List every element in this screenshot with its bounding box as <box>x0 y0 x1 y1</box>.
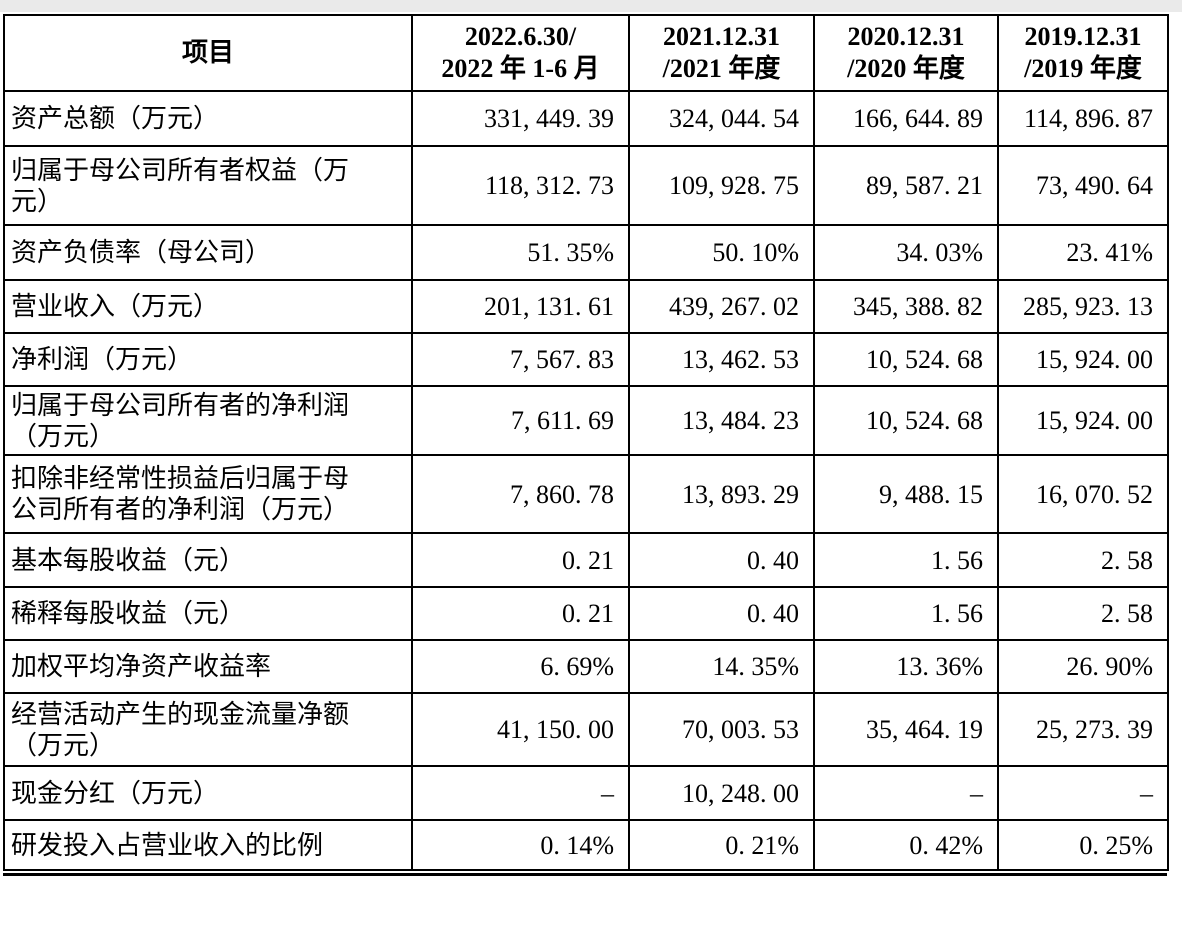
row-label: 扣除非经常性损益后归属于母 公司所有者的净利润（万元） <box>3 454 413 534</box>
column-header-2020: 2020.12.31 /2020 年度 <box>813 14 999 92</box>
cell-value: 23. 41% <box>997 224 1169 281</box>
table-bottom-double-rule <box>3 873 1167 876</box>
row-label: 资产总额（万元） <box>3 90 413 147</box>
table-row: 加权平均净资产收益率 6. 69% 14. 35% 13. 36% 26. 90% <box>3 639 1169 694</box>
column-header-2019: 2019.12.31 /2019 年度 <box>997 14 1169 92</box>
cell-value: 166, 644. 89 <box>813 90 999 147</box>
cell-value: 16, 070. 52 <box>997 454 1169 534</box>
row-label: 资产负债率（母公司） <box>3 224 413 281</box>
cell-value: – <box>997 765 1169 821</box>
cell-value: 70, 003. 53 <box>628 692 815 767</box>
cell-value: 345, 388. 82 <box>813 279 999 334</box>
cell-value: 2. 58 <box>997 532 1169 588</box>
cell-value: 50. 10% <box>628 224 815 281</box>
cell-value: 0. 42% <box>813 819 999 871</box>
table-row: 稀释每股收益（元） 0. 21 0. 40 1. 56 2. 58 <box>3 586 1169 641</box>
cell-value: 2. 58 <box>997 586 1169 641</box>
cell-value: 7, 567. 83 <box>411 332 630 387</box>
cell-value: – <box>813 765 999 821</box>
cell-value: 35, 464. 19 <box>813 692 999 767</box>
cell-value: 89, 587. 21 <box>813 145 999 226</box>
cell-value: 26. 90% <box>997 639 1169 694</box>
financial-summary-table: 项目 2022.6.30/ 2022 年 1-6 月 2021.12.31 /2… <box>3 14 1169 871</box>
table-row: 营业收入（万元） 201, 131. 61 439, 267. 02 345, 388… <box>3 279 1169 334</box>
row-label: 营业收入（万元） <box>3 279 413 334</box>
cell-value: 109, 928. 75 <box>628 145 815 226</box>
cell-value: 0. 21 <box>411 532 630 588</box>
cell-value: 13, 462. 53 <box>628 332 815 387</box>
table-row: 资产负债率（母公司） 51. 35% 50. 10% 34. 03% 23. 41% <box>3 224 1169 281</box>
column-header-2021: 2021.12.31 /2021 年度 <box>628 14 815 92</box>
row-label: 归属于母公司所有者权益（万 元） <box>3 145 413 226</box>
cell-value: 1. 56 <box>813 532 999 588</box>
financial-summary: 项目 2022.6.30/ 2022 年 1-6 月 2021.12.31 /2… <box>3 14 1169 876</box>
cell-value: 34. 03% <box>813 224 999 281</box>
cell-value: 324, 044. 54 <box>628 90 815 147</box>
cell-value: 10, 524. 68 <box>813 332 999 387</box>
cell-value: 10, 248. 00 <box>628 765 815 821</box>
cell-value: 15, 924. 00 <box>997 332 1169 387</box>
cell-value: 15, 924. 00 <box>997 385 1169 456</box>
cell-value: 13, 484. 23 <box>628 385 815 456</box>
column-header-2022h1: 2022.6.30/ 2022 年 1-6 月 <box>411 14 630 92</box>
row-label: 稀释每股收益（元） <box>3 586 413 641</box>
table-row: 资产总额（万元） 331, 449. 39 324, 044. 54 166, 644… <box>3 90 1169 147</box>
cell-value: 201, 131. 61 <box>411 279 630 334</box>
table-header: 项目 2022.6.30/ 2022 年 1-6 月 2021.12.31 /2… <box>3 14 1169 92</box>
cell-value: 0. 21 <box>411 586 630 641</box>
row-label: 归属于母公司所有者的净利润 （万元） <box>3 385 413 456</box>
cell-value: 25, 273. 39 <box>997 692 1169 767</box>
row-label: 基本每股收益（元） <box>3 532 413 588</box>
cell-value: 7, 611. 69 <box>411 385 630 456</box>
table-row: 基本每股收益（元） 0. 21 0. 40 1. 56 2. 58 <box>3 532 1169 588</box>
cell-value: – <box>411 765 630 821</box>
cell-value: 41, 150. 00 <box>411 692 630 767</box>
cell-value: 0. 14% <box>411 819 630 871</box>
row-label: 研发投入占营业收入的比例 <box>3 819 413 871</box>
cell-value: 7, 860. 78 <box>411 454 630 534</box>
cell-value: 331, 449. 39 <box>411 90 630 147</box>
table-row: 经营活动产生的现金流量净额 （万元） 41, 150. 00 70, 003. 53… <box>3 692 1169 767</box>
table-row: 研发投入占营业收入的比例 0. 14% 0. 21% 0. 42% 0. 25% <box>3 819 1169 871</box>
cell-value: 439, 267. 02 <box>628 279 815 334</box>
row-label: 加权平均净资产收益率 <box>3 639 413 694</box>
cell-value: 0. 40 <box>628 586 815 641</box>
cell-value: 73, 490. 64 <box>997 145 1169 226</box>
table-row: 归属于母公司所有者的净利润 （万元） 7, 611. 69 13, 484. 23 1… <box>3 385 1169 456</box>
table-row: 扣除非经常性损益后归属于母 公司所有者的净利润（万元） 7, 860. 78 13,… <box>3 454 1169 534</box>
cell-value: 0. 25% <box>997 819 1169 871</box>
table-body: 资产总额（万元） 331, 449. 39 324, 044. 54 166, 644… <box>3 90 1169 871</box>
cell-value: 1. 56 <box>813 586 999 641</box>
table-row: 现金分红（万元） –10, 248. 00– – <box>3 765 1169 821</box>
table-row: 净利润（万元） 7, 567. 83 13, 462. 53 10, 524. 68 1… <box>3 332 1169 387</box>
page-top-strip <box>0 0 1182 12</box>
row-label: 净利润（万元） <box>3 332 413 387</box>
cell-value: 10, 524. 68 <box>813 385 999 456</box>
cell-value: 114, 896. 87 <box>997 90 1169 147</box>
cell-value: 13, 893. 29 <box>628 454 815 534</box>
column-header-item: 项目 <box>3 14 413 92</box>
cell-value: 285, 923. 13 <box>997 279 1169 334</box>
header-row: 项目 2022.6.30/ 2022 年 1-6 月 2021.12.31 /2… <box>3 14 1169 92</box>
cell-value: 118, 312. 73 <box>411 145 630 226</box>
row-label: 经营活动产生的现金流量净额 （万元） <box>3 692 413 767</box>
cell-value: 9, 488. 15 <box>813 454 999 534</box>
cell-value: 13. 36% <box>813 639 999 694</box>
row-label: 现金分红（万元） <box>3 765 413 821</box>
cell-value: 0. 40 <box>628 532 815 588</box>
cell-value: 51. 35% <box>411 224 630 281</box>
cell-value: 0. 21% <box>628 819 815 871</box>
cell-value: 6. 69% <box>411 639 630 694</box>
table-row: 归属于母公司所有者权益（万 元） 118, 312. 73 109, 928. 75… <box>3 145 1169 226</box>
cell-value: 14. 35% <box>628 639 815 694</box>
